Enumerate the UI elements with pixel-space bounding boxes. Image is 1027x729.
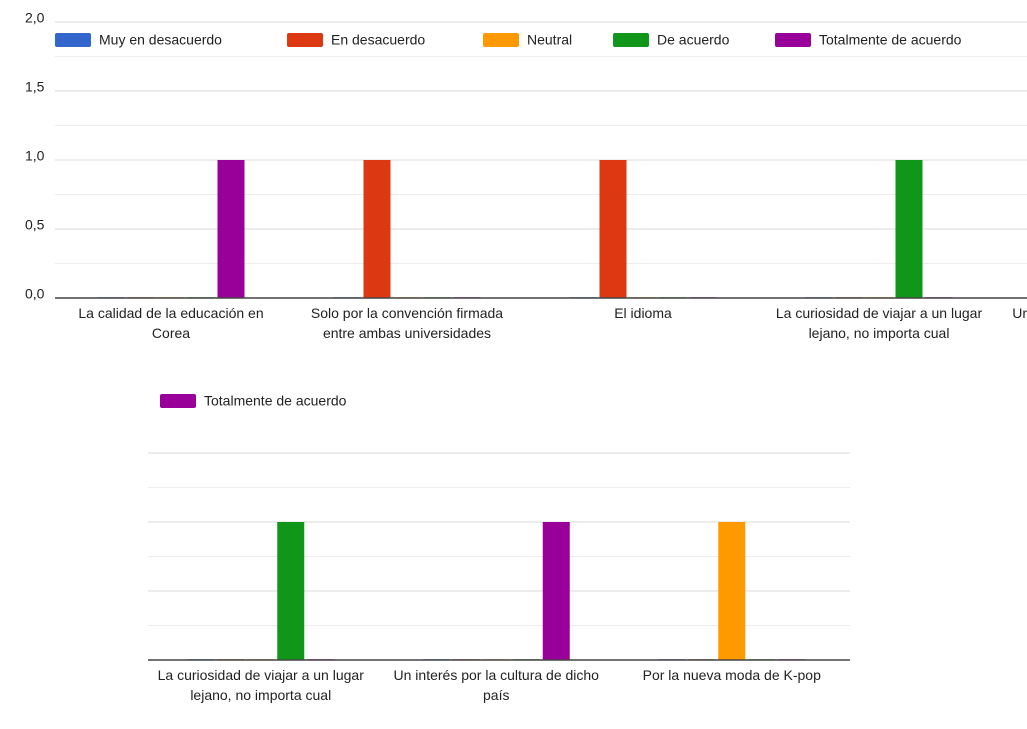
- x-tick-label-box: Solo por la convención firmada entre amb…: [310, 305, 504, 341]
- legend-swatch: [160, 394, 196, 408]
- x-tick-label: La curiosidad de viajar a un lugar lejan…: [157, 667, 364, 703]
- y-tick-label: 1,5: [25, 79, 45, 95]
- legend-swatch: [287, 33, 323, 47]
- legend-label: Totalmente de acuerdo: [204, 393, 347, 409]
- legend-swatch: [55, 33, 91, 47]
- bar: [895, 160, 923, 298]
- x-tick-label: Ur: [1012, 305, 1027, 321]
- legend-label: De acuerdo: [657, 32, 730, 48]
- bar: [599, 160, 627, 298]
- x-tick-label-box: El idioma: [614, 305, 672, 321]
- x-tick-label: El idioma: [614, 305, 672, 321]
- y-tick-label: 1,0: [25, 148, 45, 164]
- bar: [277, 522, 305, 660]
- x-tick-label: La calidad de la educación en Corea: [78, 305, 264, 341]
- legend-swatch: [775, 33, 811, 47]
- x-tick-label-box: La calidad de la educación en Corea: [78, 305, 264, 341]
- legend-label: Muy en desacuerdo: [99, 32, 222, 48]
- x-tick-label: Un interés por la cultura de dicho país: [393, 667, 599, 703]
- x-tick-label-box: Ur: [1012, 305, 1027, 321]
- legend-label: En desacuerdo: [331, 32, 425, 48]
- bar: [363, 160, 391, 298]
- y-tick-label: 0,0: [25, 286, 45, 302]
- x-tick-label-box: Por la nueva moda de K-pop: [642, 667, 821, 683]
- bar: [718, 522, 746, 660]
- legend-bg: [150, 387, 850, 415]
- bar: [542, 522, 570, 660]
- x-tick-label: La curiosidad de viajar a un lugar lejan…: [775, 305, 983, 341]
- x-tick-label: Solo por la convención firmada entre amb…: [310, 305, 504, 341]
- bar: [217, 160, 245, 298]
- y-tick-label: 2,0: [25, 10, 45, 26]
- legend-swatch: [483, 33, 519, 47]
- x-tick-label-box: Un interés por la cultura de dicho país: [393, 667, 599, 703]
- legend-label: Neutral: [527, 32, 572, 48]
- x-tick-label: Por la nueva moda de K-pop: [642, 667, 821, 683]
- y-tick-label: 0,5: [25, 217, 45, 233]
- x-tick-label-box: La curiosidad de viajar a un lugar lejan…: [157, 667, 364, 703]
- legend-swatch: [613, 33, 649, 47]
- legend-label: Totalmente de acuerdo: [819, 32, 962, 48]
- x-tick-label-box: La curiosidad de viajar a un lugar lejan…: [775, 305, 983, 341]
